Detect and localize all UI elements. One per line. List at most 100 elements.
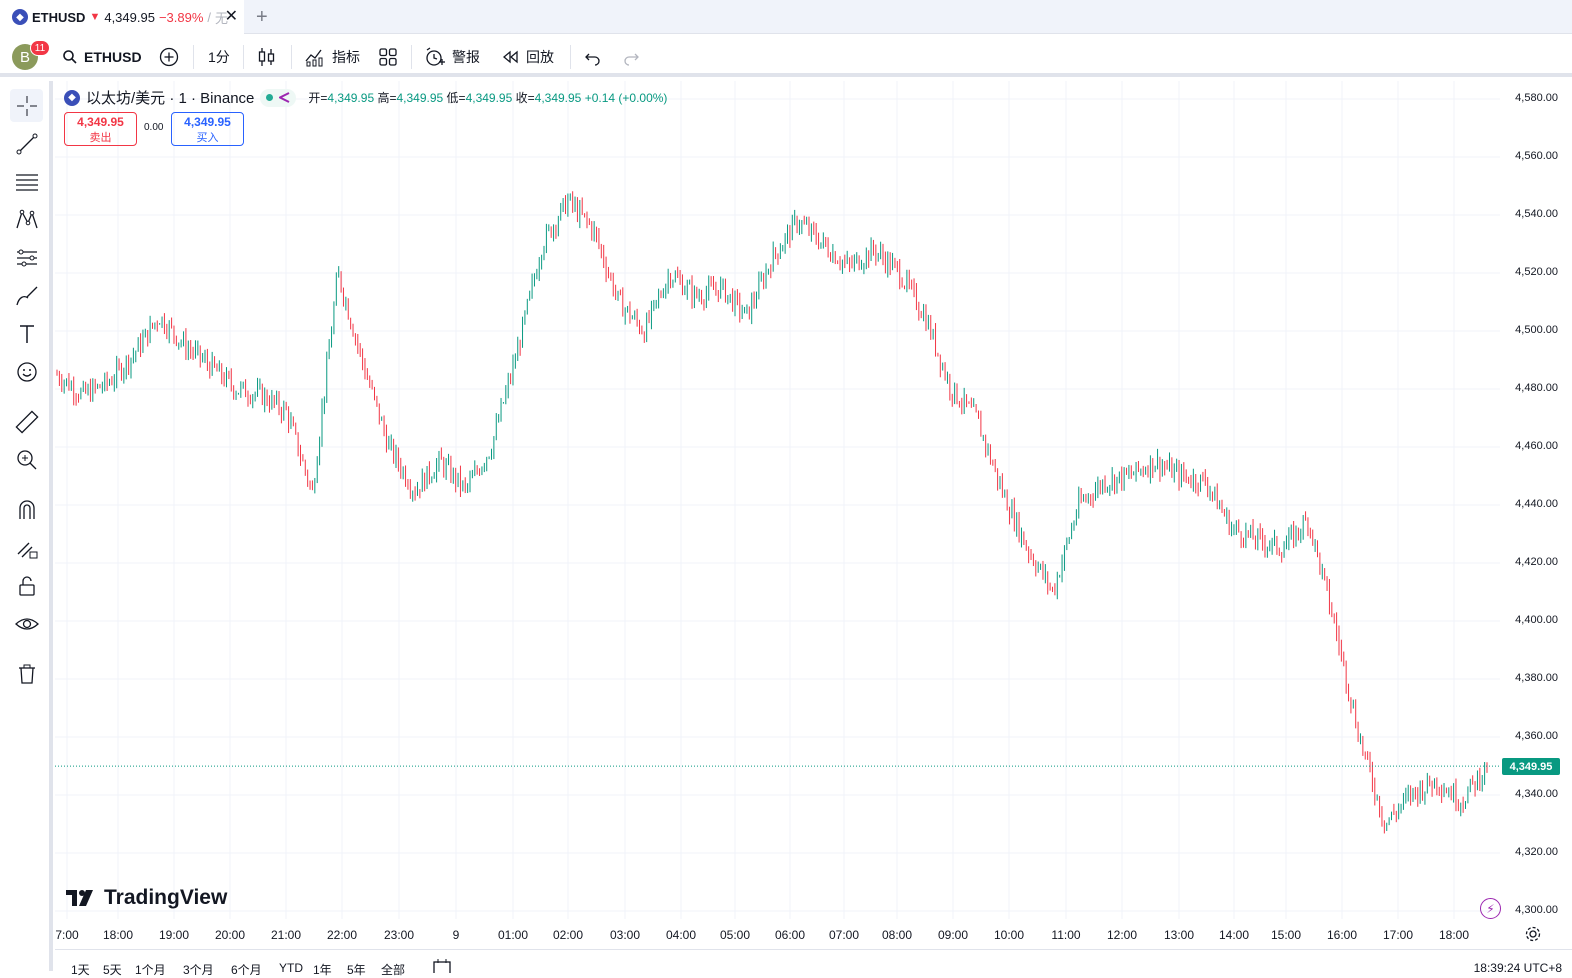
crosshair-icon [16, 95, 37, 116]
zoom-tool[interactable] [10, 443, 43, 476]
trash-icon [18, 664, 35, 684]
emoji-tool[interactable] [10, 355, 43, 388]
chart-tab[interactable]: ◆ ETHUSD ▼ 4,349.95 −3.89% / 无 ✕ [0, 0, 244, 34]
forecast-tool[interactable] [10, 241, 43, 274]
market-open-dot [266, 94, 274, 101]
eye-icon [14, 617, 39, 630]
time-tick-label: 04:00 [665, 928, 697, 942]
high-value: 4,349.95 [396, 91, 444, 105]
chart-type-button[interactable] [257, 45, 277, 69]
time-tick-label: 7:00 [55, 928, 79, 942]
interval-button[interactable]: 1分 [208, 45, 230, 69]
tradingview-logo-icon [66, 890, 93, 906]
price-tick-label: 4,400.00 [1515, 614, 1558, 626]
share-icon [279, 92, 290, 103]
price-tick-label: 4,500.00 [1515, 324, 1558, 336]
crosshair-tool[interactable] [10, 89, 43, 122]
measure-tool[interactable] [10, 405, 43, 438]
toolbar-divider [570, 45, 571, 69]
search-icon [63, 50, 77, 64]
time-tick-label: 9 [452, 928, 460, 942]
text-tool[interactable] [10, 317, 43, 350]
sell-button[interactable]: 4,349.95 卖出 [64, 112, 137, 146]
replay-label: 回放 [526, 49, 554, 65]
low-value: 4,349.95 [465, 91, 513, 105]
ruler-icon [14, 409, 39, 434]
price-tick-label: 4,300.00 [1515, 904, 1558, 916]
replay-button[interactable]: 回放 [502, 45, 554, 69]
magnet-tool[interactable] [10, 493, 43, 526]
chart-title[interactable]: 以太坊/美元 · 1 · Binance [86, 90, 255, 107]
grid-icon [379, 48, 397, 66]
prediction-icon [16, 249, 37, 266]
price-tick-label: 4,440.00 [1515, 498, 1558, 510]
symbol-label: ETHUSD [84, 49, 142, 65]
layouts-button[interactable] [378, 45, 398, 69]
price-tick-label: 4,420.00 [1515, 556, 1558, 568]
range-button[interactable]: YTD [279, 961, 303, 975]
compare-button[interactable] [158, 45, 180, 69]
time-tick-label: 10:00 [993, 928, 1025, 942]
time-tick-label: 11:00 [1051, 928, 1081, 942]
market-status-pill[interactable] [260, 88, 297, 107]
notification-badge: 11 [30, 40, 50, 56]
undo-icon [585, 53, 600, 66]
calendar-icon[interactable] [433, 959, 451, 973]
magnet-icon [18, 499, 35, 519]
time-tick-label: 02:00 [552, 928, 584, 942]
range-button[interactable]: 5天 [103, 963, 122, 977]
range-button[interactable]: 全部 [381, 963, 406, 977]
buy-button[interactable]: 4,349.95 买入 [171, 112, 244, 146]
drawing-toolbar [0, 81, 53, 971]
visibility-tool[interactable] [10, 607, 43, 640]
toolbar-divider [243, 45, 244, 69]
zoom-in-icon [16, 449, 36, 469]
range-button[interactable]: 1个月 [135, 963, 166, 977]
pattern-tool[interactable] [10, 203, 43, 236]
indicators-button[interactable]: 指标 [304, 45, 360, 69]
add-tab-icon[interactable]: + [256, 6, 268, 28]
trend-line-tool[interactable] [10, 127, 43, 160]
rewind-icon [502, 50, 518, 64]
low-label: 低= [446, 91, 466, 105]
price-tick-label: 4,520.00 [1515, 266, 1558, 278]
range-button[interactable]: 3个月 [183, 963, 214, 977]
time-tick-label: 21:00 [270, 928, 302, 942]
price-axis[interactable]: 4,580.00 4,560.00 4,540.00 4,520.00 4,500.00… [1500, 81, 1572, 949]
range-button[interactable]: 1年 [313, 963, 332, 977]
lock-drawing-tool[interactable] [10, 531, 43, 564]
symbol-search-button[interactable]: ETHUSD [62, 45, 142, 69]
lightning-icon[interactable]: ⚡ [1480, 898, 1501, 919]
range-button[interactable]: 1天 [71, 963, 90, 977]
pattern-icon [15, 209, 38, 228]
range-button[interactable]: 5年 [347, 963, 366, 977]
spread-value: 0.00 [144, 122, 164, 133]
add-circle-icon [159, 47, 179, 67]
chart-legend: ◆ 以太坊/美元 · 1 · Binance 开=4,349.95 高=4,34… [64, 87, 667, 108]
tradingview-logo[interactable]: TradingView [66, 886, 227, 910]
indicators-label: 指标 [332, 49, 360, 65]
brush-tool[interactable] [10, 279, 43, 312]
lock-tool[interactable] [10, 569, 43, 602]
trend-line-icon [16, 133, 37, 154]
text-icon [19, 324, 34, 343]
alert-button[interactable]: 警报 [424, 45, 480, 69]
time-tick-label: 09:00 [937, 928, 969, 942]
time-tick-label: 06:00 [774, 928, 806, 942]
tab-change: −3.89% [158, 9, 204, 25]
time-tick-label: 23:00 [383, 928, 415, 942]
delete-tool[interactable] [10, 657, 43, 690]
time-tick-label: 16:00 [1326, 928, 1358, 942]
sell-price: 4,349.95 [77, 115, 124, 129]
close-icon[interactable]: ✕ [224, 8, 238, 25]
pencil-lock-icon [17, 542, 37, 558]
price-chart[interactable] [55, 81, 1500, 949]
redo-button[interactable] [622, 45, 640, 69]
time-axis[interactable]: 7:00 18:00 19:00 20:00 21:00 22:00 23:00 9 01:00… [55, 920, 1500, 948]
range-button[interactable]: 6个月 [231, 963, 262, 977]
clock-readout[interactable]: 18:39:24 UTC+8 [1473, 961, 1562, 975]
settings-gear-icon[interactable] [1524, 925, 1542, 943]
undo-button[interactable] [584, 45, 602, 69]
fib-tool[interactable] [10, 165, 43, 198]
tab-symbol: ETHUSD [32, 9, 86, 25]
